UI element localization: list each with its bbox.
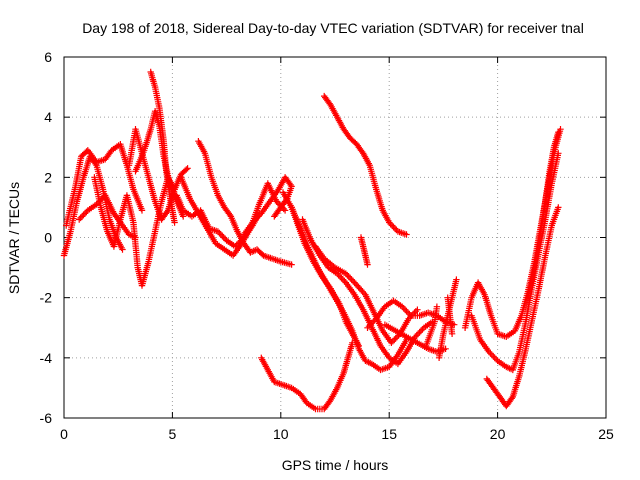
series-track-20 [258, 339, 356, 413]
x-tick-label: 5 [169, 426, 177, 442]
series-markers [195, 138, 295, 268]
series-markers [357, 234, 371, 268]
series-track-22 [444, 294, 456, 337]
series-markers [524, 129, 562, 301]
x-tick-label: 15 [381, 426, 397, 442]
series-track-25 [483, 204, 562, 410]
series-markers [461, 126, 564, 340]
y-tick-label: 4 [44, 109, 52, 125]
y-tick-label: 0 [44, 230, 52, 246]
series-markers [76, 192, 139, 241]
chart-title: Day 198 of 2018, Sidereal Day-to-day VTE… [82, 20, 584, 36]
series-markers [483, 204, 562, 410]
y-tick-label: -4 [40, 350, 53, 366]
axis-ticks [63, 56, 607, 419]
series-markers [444, 294, 456, 337]
y-tick-label: 6 [44, 49, 52, 65]
series-markers [91, 174, 178, 289]
series-markers [60, 153, 126, 259]
data-series [60, 68, 564, 413]
series-track-6 [147, 68, 178, 226]
series-track-19 [357, 234, 371, 268]
series-track-3 [91, 174, 178, 289]
y-tick-label: -2 [40, 290, 53, 306]
series-markers [288, 204, 362, 349]
series-markers [147, 68, 178, 226]
series-track-7 [76, 192, 139, 241]
series-track-23 [461, 126, 564, 340]
series-markers [321, 92, 410, 238]
series-markers [312, 243, 421, 346]
series-track-27 [422, 303, 441, 349]
series-markers [177, 174, 289, 259]
series-track-10 [195, 138, 295, 268]
series-track-15 [312, 243, 421, 346]
series-markers [422, 303, 441, 349]
series-track-13 [288, 204, 362, 349]
x-tick-label: 0 [60, 426, 68, 442]
series-track-18 [321, 92, 410, 238]
x-tick-label: 25 [598, 426, 614, 442]
x-tick-label: 20 [490, 426, 506, 442]
series-markers [258, 339, 356, 413]
y-axis-label: SDTVAR / TECUs [6, 182, 22, 294]
series-track-1 [60, 153, 126, 259]
series-markers [63, 141, 146, 229]
x-tick-label: 10 [273, 426, 289, 442]
series-track-2 [63, 141, 146, 229]
x-axis-label: GPS time / hours [282, 457, 389, 473]
series-track-26 [524, 129, 562, 301]
y-tick-label: 2 [44, 169, 52, 185]
series-track-9 [177, 174, 289, 259]
y-tick-label: -6 [40, 410, 53, 426]
